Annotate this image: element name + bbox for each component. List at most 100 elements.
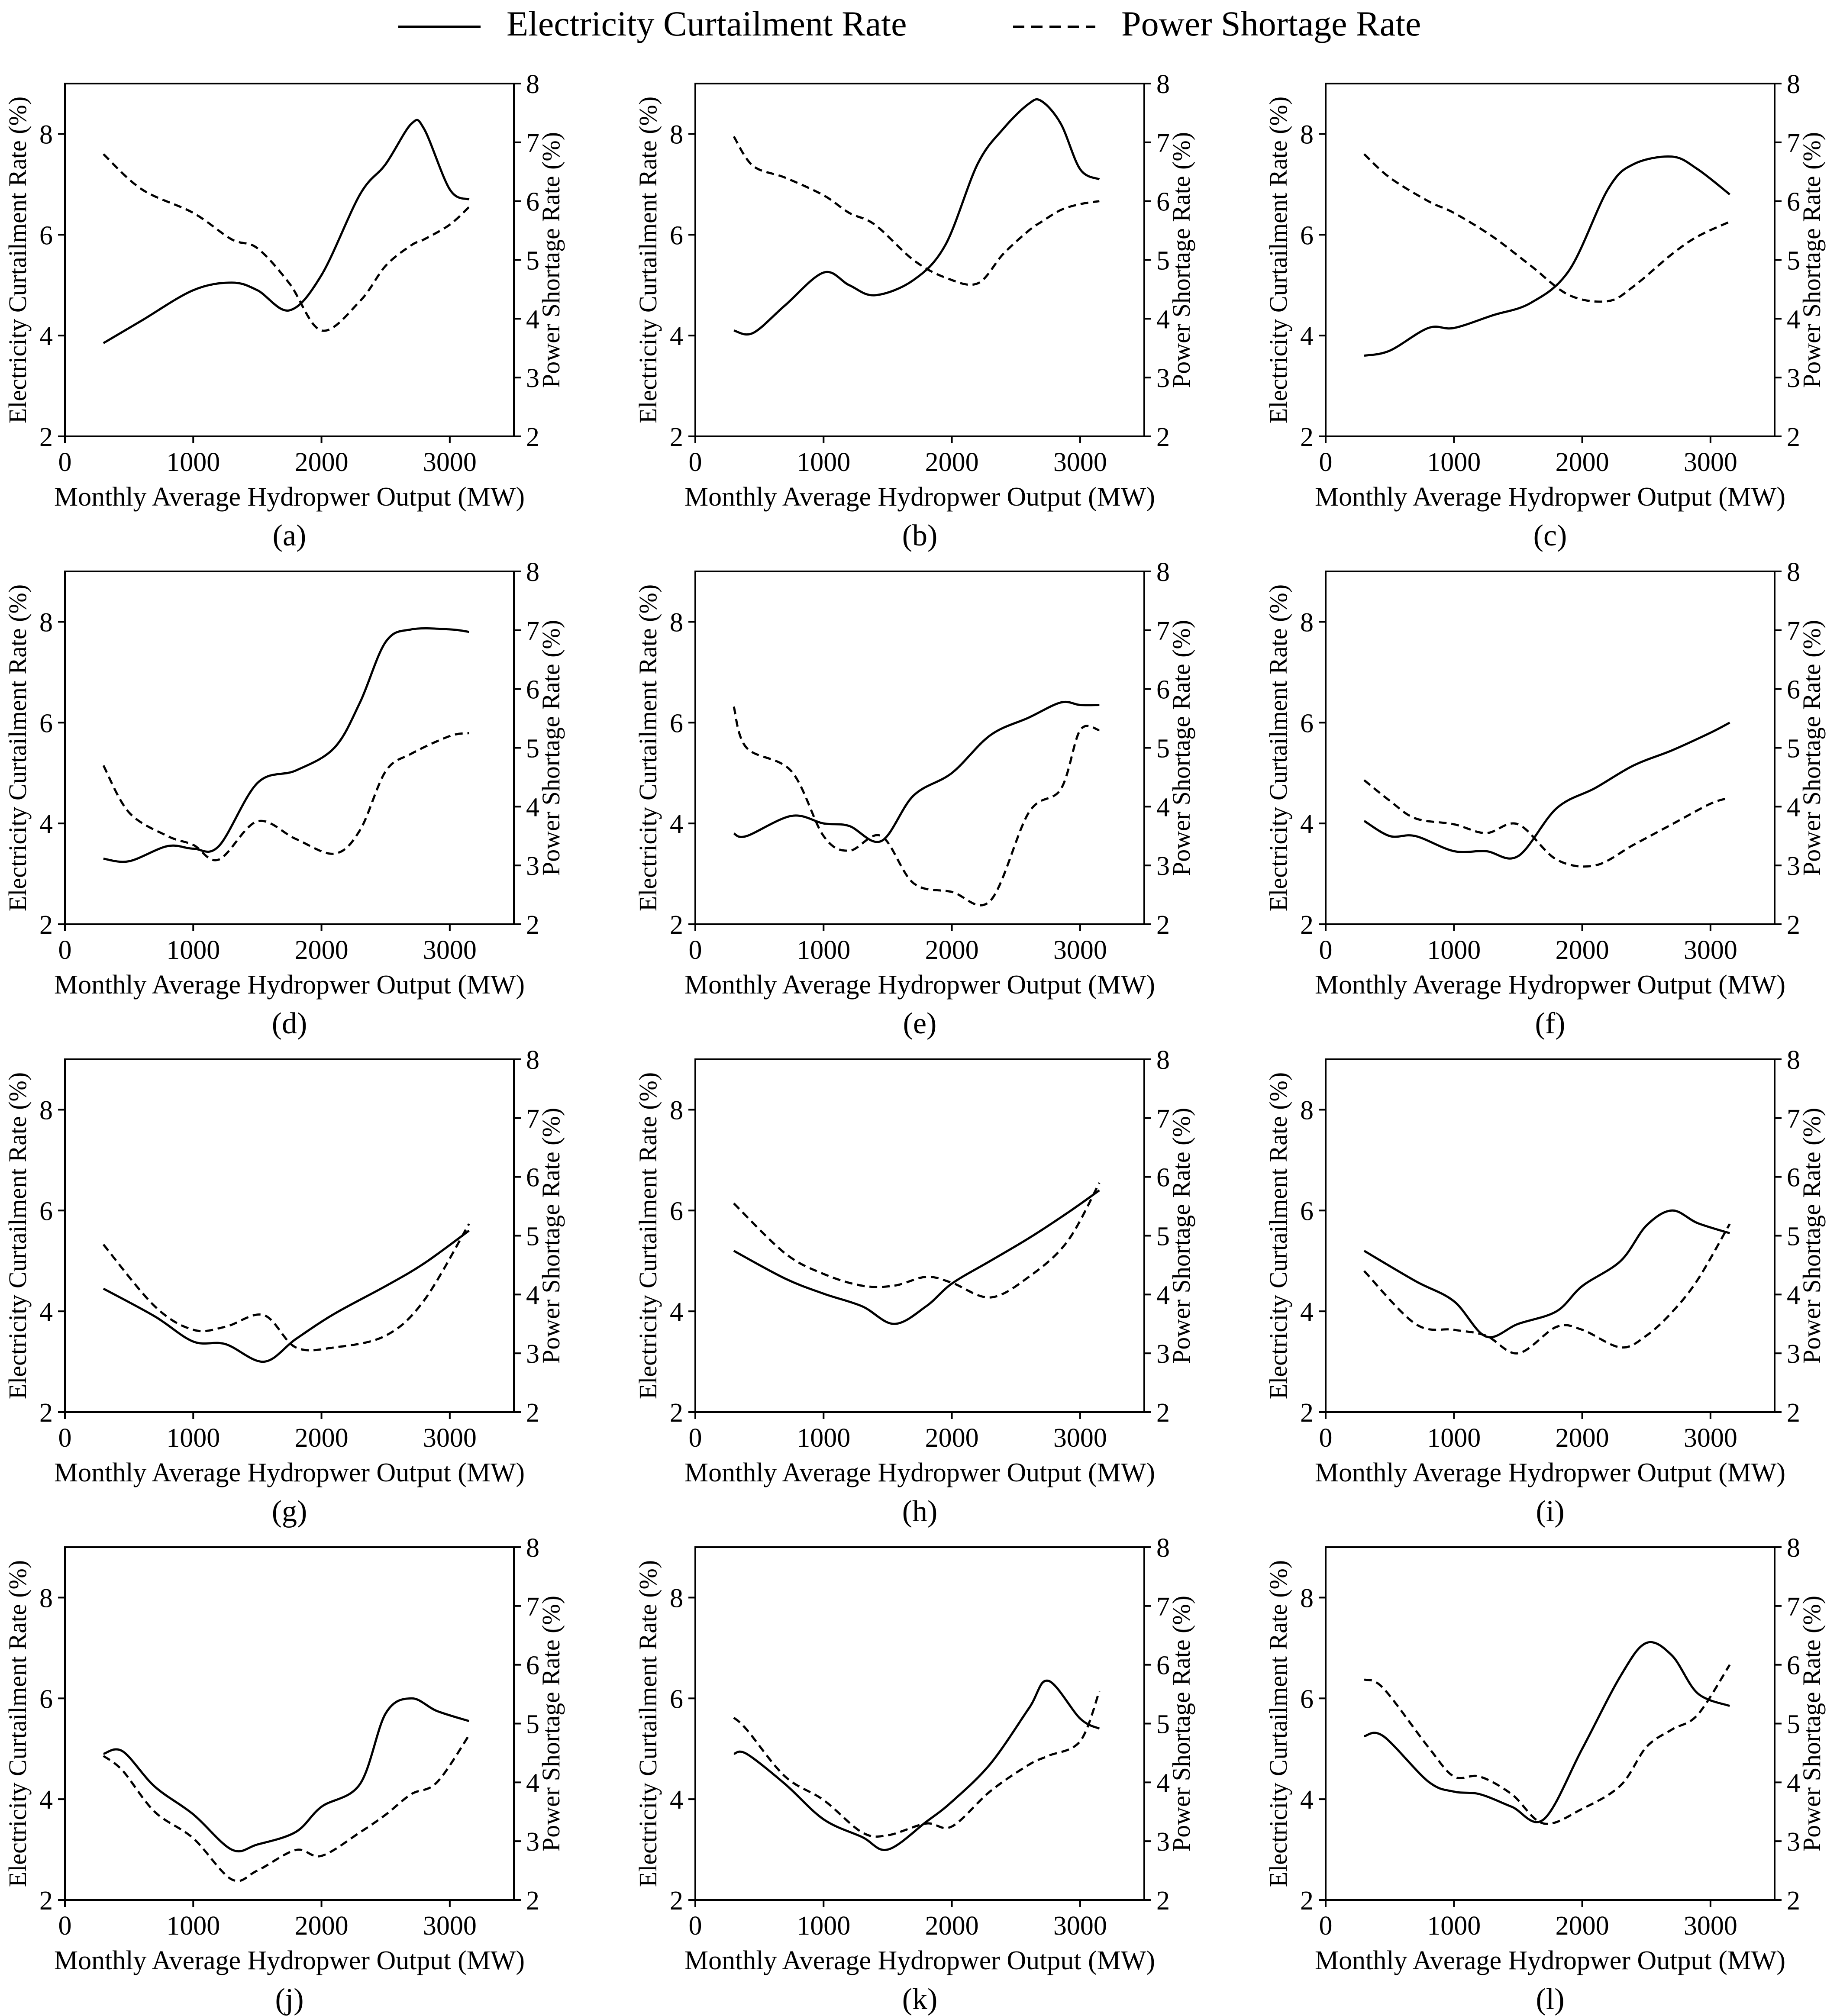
- x-tick-label: 1000: [166, 1423, 220, 1453]
- y-right-tick-label: 3: [526, 1827, 539, 1857]
- x-axis-label: Monthly Average Hydropwer Output (MW): [54, 1946, 525, 1975]
- y-right-tick-label: 7: [1787, 129, 1800, 158]
- x-axis-label: Monthly Average Hydropwer Output (MW): [684, 1946, 1155, 1975]
- y-left-tick-label: 8: [670, 120, 683, 149]
- y-left-tick-label: 4: [670, 322, 683, 351]
- x-tick-label: 2000: [295, 448, 349, 477]
- chart-panel-5: 0 1000 2000 3000 2 4 6 8 2 3 4 5 6 7 8 Monthly Average …: [634, 558, 1195, 1040]
- y-right-axis-label: Power Shortage Rate (%): [537, 132, 565, 388]
- y-right-tick-label: 2: [1787, 423, 1800, 452]
- y-left-tick-label: 2: [670, 1886, 683, 1916]
- y-right-tick-label: 2: [1156, 423, 1170, 452]
- y-right-tick-label: 6: [526, 1651, 539, 1681]
- x-tick-label: 0: [58, 935, 72, 965]
- y-right-tick-label: 4: [1787, 1281, 1800, 1310]
- y-left-axis-label: Electricity Curtailment Rate (%): [3, 97, 32, 423]
- x-tick-label: 0: [58, 448, 72, 477]
- y-left-axis-label: Electricity Curtailment Rate (%): [3, 1560, 32, 1887]
- subplot-caption: (i): [1536, 1495, 1564, 1528]
- curtailment-rate-line: [733, 1189, 1100, 1325]
- y-right-tick-label: 8: [1787, 558, 1800, 587]
- y-right-tick-label: 5: [1787, 1710, 1800, 1739]
- y-left-tick-label: 4: [39, 322, 53, 351]
- y-left-axis-label: Electricity Curtailment Rate (%): [634, 1072, 662, 1399]
- y-right-tick-label: 6: [1156, 675, 1170, 705]
- x-axis-label: Monthly Average Hydropwer Output (MW): [1315, 970, 1785, 1000]
- y-right-axis-label: Power Shortage Rate (%): [537, 620, 565, 876]
- plot-frame: [1325, 83, 1775, 437]
- y-right-tick-label: 8: [1787, 1533, 1800, 1563]
- y-left-tick-label: 2: [1300, 910, 1314, 940]
- plot-frame: [1325, 1546, 1775, 1901]
- x-axis-label: Monthly Average Hydropwer Output (MW): [54, 970, 525, 1000]
- subplot-caption: (g): [272, 1495, 307, 1528]
- x-tick-label: 1000: [797, 1423, 850, 1453]
- shortage-rate-line: [103, 1735, 470, 1882]
- y-right-tick-label: 5: [1156, 246, 1170, 276]
- x-tick-label: 3000: [423, 448, 477, 477]
- y-right-tick-label: 2: [526, 1398, 539, 1428]
- shortage-rate-line: [1363, 153, 1730, 303]
- x-tick-label: 3000: [1684, 448, 1737, 477]
- x-tick-label: 1000: [166, 935, 220, 965]
- subplot-caption: (j): [275, 1983, 303, 2016]
- y-right-tick-label: 6: [526, 187, 539, 217]
- x-tick-label: 0: [1319, 448, 1333, 477]
- y-right-tick-label: 3: [526, 364, 539, 393]
- y-left-tick-label: 6: [670, 221, 683, 250]
- y-right-tick-label: 7: [1156, 129, 1170, 158]
- y-left-tick-label: 2: [39, 1886, 53, 1916]
- x-axis-label: Monthly Average Hydropwer Output (MW): [54, 1458, 525, 1487]
- y-right-tick-label: 7: [1156, 1592, 1170, 1622]
- y-right-tick-label: 6: [1787, 675, 1800, 705]
- y-right-tick-label: 4: [1156, 1281, 1170, 1310]
- plot-frame: [1325, 1058, 1775, 1413]
- x-axis-label: Monthly Average Hydropwer Output (MW): [1315, 482, 1785, 512]
- x-tick-label: 3000: [423, 935, 477, 965]
- y-right-tick-label: 4: [1787, 793, 1800, 822]
- y-right-axis-label: Power Shortage Rate (%): [1167, 132, 1195, 388]
- x-tick-label: 2000: [1556, 1911, 1609, 1941]
- curtailment-rate-line: [733, 700, 1100, 843]
- y-left-tick-label: 2: [1300, 423, 1314, 452]
- subplot-caption: (a): [273, 519, 307, 552]
- x-tick-label: 2000: [295, 1911, 349, 1941]
- curtailment-rate-line: [103, 119, 470, 344]
- x-tick-label: 3000: [1053, 935, 1107, 965]
- x-tick-label: 0: [1319, 935, 1333, 965]
- x-tick-label: 1000: [1427, 935, 1481, 965]
- y-right-tick-label: 2: [526, 1886, 539, 1916]
- subplot-caption: (k): [902, 1983, 938, 2016]
- x-axis-label: Monthly Average Hydropwer Output (MW): [684, 970, 1155, 1000]
- y-right-tick-label: 2: [526, 910, 539, 940]
- chart-panel-6: 0 1000 2000 3000 2 4 6 8 2 3 4 5 6 7 8 Monthly Average …: [1264, 558, 1826, 1040]
- y-left-axis-label: Electricity Curtailment Rate (%): [1264, 1072, 1292, 1399]
- subplot-caption: (b): [902, 519, 938, 552]
- chart-panel-8: 0 1000 2000 3000 2 4 6 8 2 3 4 5 6 7 8 Monthly Average …: [634, 1045, 1195, 1528]
- y-right-tick-label: 7: [526, 616, 539, 646]
- x-tick-label: 2000: [1556, 448, 1609, 477]
- shortage-rate-line: [733, 1690, 1101, 1838]
- x-tick-label: 2000: [1556, 935, 1609, 965]
- x-tick-label: 1000: [1427, 448, 1481, 477]
- y-left-axis-label: Electricity Curtailment Rate (%): [3, 1072, 32, 1399]
- shortage-rate-line: [733, 706, 1100, 906]
- x-tick-label: 1000: [797, 448, 850, 477]
- y-right-axis-label: Power Shortage Rate (%): [1798, 1596, 1826, 1851]
- shortage-rate-line: [102, 1223, 470, 1352]
- y-left-tick-label: 8: [1300, 120, 1314, 149]
- y-right-tick-label: 4: [1787, 1768, 1800, 1798]
- y-right-tick-label: 2: [526, 423, 539, 452]
- plot-frame: [64, 83, 515, 437]
- x-tick-label: 1000: [166, 448, 220, 477]
- y-right-tick-label: 8: [526, 1045, 539, 1075]
- y-left-tick-label: 2: [1300, 1886, 1314, 1916]
- y-right-tick-label: 4: [1156, 1768, 1170, 1798]
- y-left-axis-label: Electricity Curtailment Rate (%): [634, 1560, 662, 1887]
- shortage-rate-line: [1363, 1223, 1731, 1355]
- y-right-axis-label: Power Shortage Rate (%): [1167, 1596, 1195, 1851]
- plot-frame: [64, 571, 515, 925]
- y-left-tick-label: 2: [39, 910, 53, 940]
- y-right-tick-label: 8: [1156, 1533, 1170, 1563]
- y-right-tick-label: 3: [1156, 364, 1170, 393]
